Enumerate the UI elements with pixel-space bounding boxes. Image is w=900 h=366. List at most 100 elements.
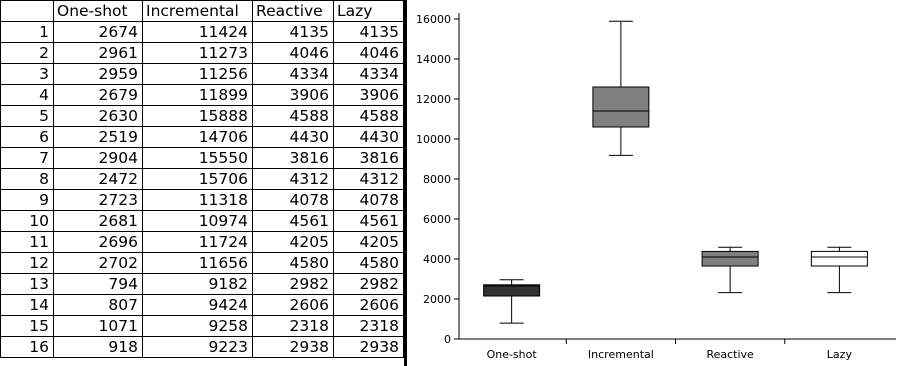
y-tick-label: 10000 — [416, 133, 451, 146]
cell-lazy: 2606 — [334, 295, 404, 316]
cell-reactive: 4135 — [253, 22, 334, 43]
y-tick-label: 14000 — [416, 53, 451, 66]
cell-lazy: 4588 — [334, 106, 404, 127]
table-row: 15 1071 9258 2318 2318 — [1, 316, 404, 337]
cell-one-shot: 2904 — [54, 148, 143, 169]
table-row: 3 2959 11256 4334 4334 — [1, 64, 404, 85]
table-row: 11 2696 11724 4205 4205 — [1, 232, 404, 253]
iqr-box — [811, 251, 867, 266]
cell-one-shot: 2696 — [54, 232, 143, 253]
cell-index: 15 — [1, 316, 54, 337]
table-row: 8 2472 15706 4312 4312 — [1, 169, 404, 190]
column-header-reactive: Reactive — [253, 1, 334, 22]
table-row: 4 2679 11899 3906 3906 — [1, 85, 404, 106]
cell-lazy: 4135 — [334, 22, 404, 43]
box-one-shot — [484, 280, 540, 323]
cell-incremental: 9223 — [143, 337, 253, 358]
cell-index: 2 — [1, 43, 54, 64]
cell-reactive: 3816 — [253, 148, 334, 169]
chart-axes: 0 2000 4000 6000 8000 10000 12000 14000 16000 One… — [416, 13, 896, 361]
cell-incremental: 11256 — [143, 64, 253, 85]
cell-reactive: 2318 — [253, 316, 334, 337]
table-row: 9 2723 11318 4078 4078 — [1, 190, 404, 211]
x-tick-label: Lazy — [827, 348, 853, 361]
cell-one-shot: 2681 — [54, 211, 143, 232]
cell-incremental: 15888 — [143, 106, 253, 127]
column-header-one-shot: One-shot — [54, 1, 143, 22]
box-lazy — [811, 247, 867, 292]
cell-index: 12 — [1, 253, 54, 274]
cell-lazy: 4205 — [334, 232, 404, 253]
column-header-index — [1, 1, 54, 22]
cell-lazy: 4561 — [334, 211, 404, 232]
cell-index: 8 — [1, 169, 54, 190]
cell-reactive: 4588 — [253, 106, 334, 127]
iqr-box — [593, 87, 649, 127]
cell-reactive: 2938 — [253, 337, 334, 358]
cell-one-shot: 918 — [54, 337, 143, 358]
table-body: 1 2674 11424 4135 4135 2 2961 11273 4046 4046 3 295… — [1, 22, 404, 358]
cell-incremental: 15706 — [143, 169, 253, 190]
x-tick-label: One-shot — [487, 348, 538, 361]
cell-lazy: 4312 — [334, 169, 404, 190]
cell-lazy: 3906 — [334, 85, 404, 106]
table-row: 6 2519 14706 4430 4430 — [1, 127, 404, 148]
cell-one-shot: 2519 — [54, 127, 143, 148]
y-tick-label: 4000 — [423, 253, 451, 266]
cell-reactive: 4561 — [253, 211, 334, 232]
cell-index: 13 — [1, 274, 54, 295]
cell-lazy: 2318 — [334, 316, 404, 337]
cell-index: 6 — [1, 127, 54, 148]
cell-incremental: 9424 — [143, 295, 253, 316]
cell-index: 10 — [1, 211, 54, 232]
y-tick-label: 12000 — [416, 93, 451, 106]
cell-lazy: 4580 — [334, 253, 404, 274]
cell-incremental: 11656 — [143, 253, 253, 274]
cell-reactive: 4580 — [253, 253, 334, 274]
cell-one-shot: 2959 — [54, 64, 143, 85]
table-row: 1 2674 11424 4135 4135 — [1, 22, 404, 43]
cell-index: 5 — [1, 106, 54, 127]
cell-incremental: 11899 — [143, 85, 253, 106]
results-table: One-shot Incremental Reactive Lazy 1 2674… — [0, 0, 404, 358]
cell-incremental: 11424 — [143, 22, 253, 43]
cell-incremental: 15550 — [143, 148, 253, 169]
column-header-incremental: Incremental — [143, 1, 253, 22]
cell-lazy: 2938 — [334, 337, 404, 358]
box-reactive — [702, 247, 758, 292]
cell-incremental: 11273 — [143, 43, 253, 64]
cell-one-shot: 2472 — [54, 169, 143, 190]
column-header-lazy: Lazy — [334, 1, 404, 22]
cell-reactive: 4046 — [253, 43, 334, 64]
table-row: 7 2904 15550 3816 3816 — [1, 148, 404, 169]
cell-reactive: 3906 — [253, 85, 334, 106]
cell-index: 7 — [1, 148, 54, 169]
x-tick-label: Reactive — [706, 348, 754, 361]
cell-index: 11 — [1, 232, 54, 253]
cell-index: 3 — [1, 64, 54, 85]
box-incremental — [593, 21, 649, 155]
x-tick-label: Incremental — [588, 348, 654, 361]
cell-index: 1 — [1, 22, 54, 43]
y-tick-label: 16000 — [416, 13, 451, 26]
cell-lazy: 3816 — [334, 148, 404, 169]
y-tick-label: 0 — [444, 333, 451, 346]
cell-reactive: 4430 — [253, 127, 334, 148]
cell-one-shot: 2723 — [54, 190, 143, 211]
table-row: 2 2961 11273 4046 4046 — [1, 43, 404, 64]
cell-reactive: 4312 — [253, 169, 334, 190]
cell-lazy: 4046 — [334, 43, 404, 64]
cell-lazy: 2982 — [334, 274, 404, 295]
table-row: 10 2681 10974 4561 4561 — [1, 211, 404, 232]
cell-one-shot: 2961 — [54, 43, 143, 64]
cell-one-shot: 2679 — [54, 85, 143, 106]
table-row: 12 2702 11656 4580 4580 — [1, 253, 404, 274]
cell-reactive: 4205 — [253, 232, 334, 253]
cell-one-shot: 794 — [54, 274, 143, 295]
cell-one-shot: 2702 — [54, 253, 143, 274]
table-header-row: One-shot Incremental Reactive Lazy — [1, 1, 404, 22]
cell-incremental: 10974 — [143, 211, 253, 232]
cell-incremental: 14706 — [143, 127, 253, 148]
cell-reactive: 2606 — [253, 295, 334, 316]
cell-reactive: 2982 — [253, 274, 334, 295]
